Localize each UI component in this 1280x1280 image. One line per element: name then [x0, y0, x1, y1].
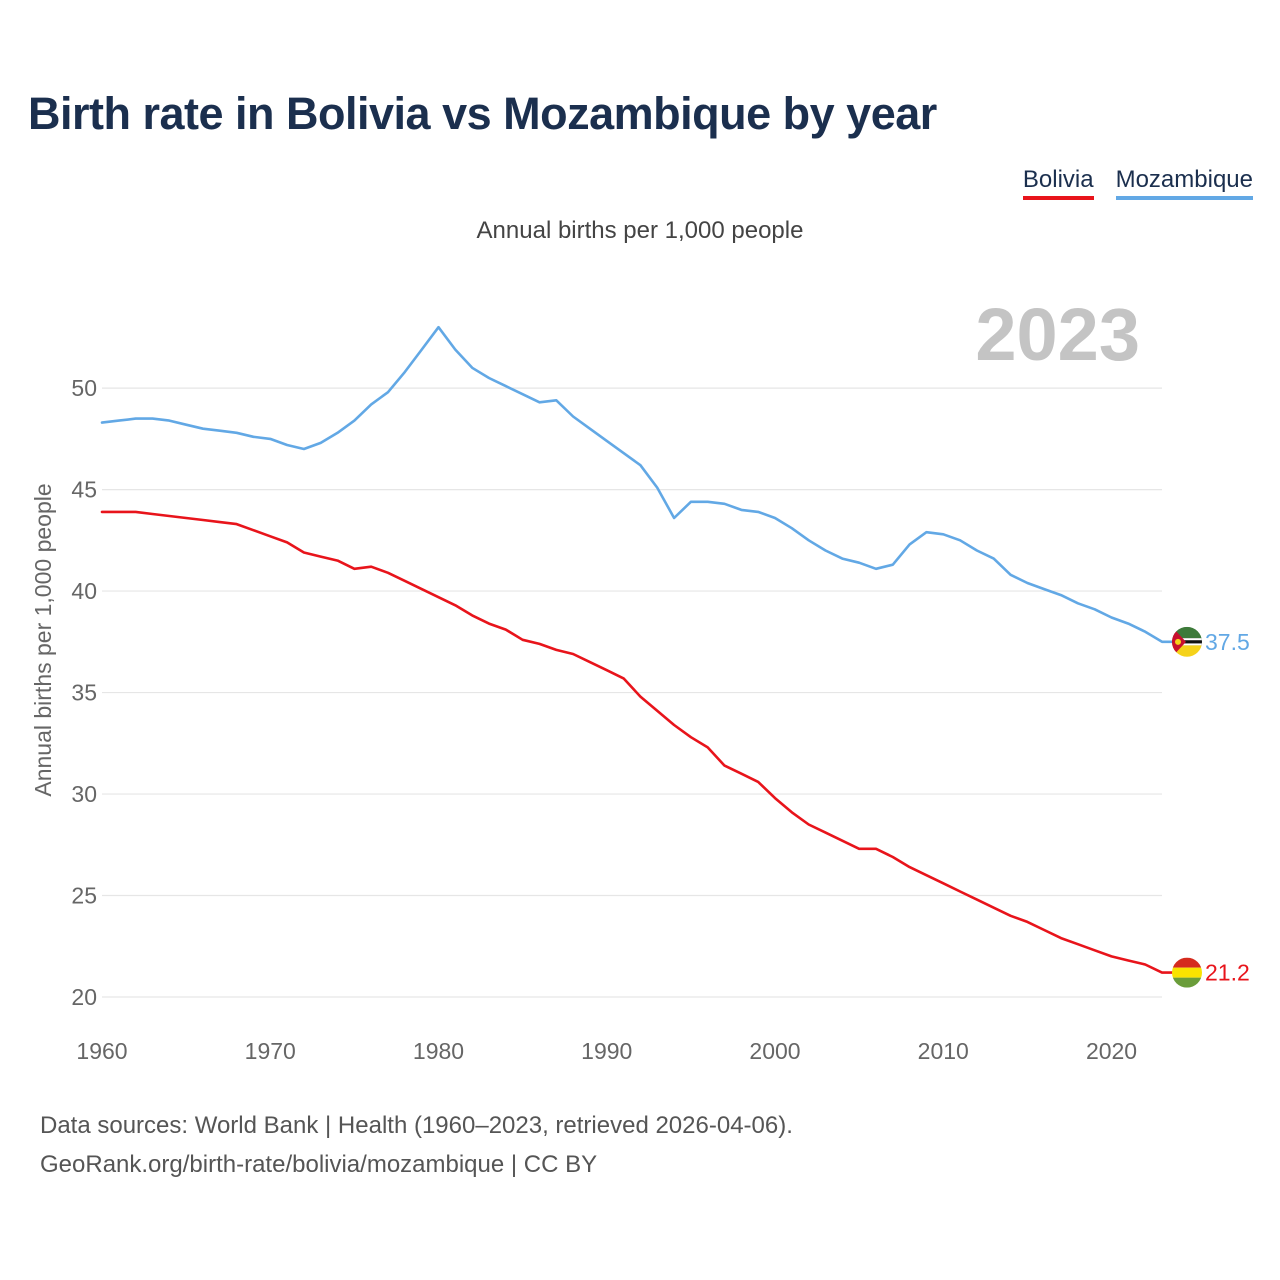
flag-stripe [1172, 977, 1202, 988]
flag-star [1175, 638, 1181, 645]
end-value-label-bolivia: 21.2 [1205, 960, 1250, 986]
flag-bolivia-body [1172, 957, 1202, 988]
y-tick-label: 30 [71, 781, 97, 807]
x-tick-label: 1960 [76, 1038, 127, 1064]
y-axis-label: Annual births per 1,000 people [30, 483, 56, 796]
x-tick-label: 1970 [245, 1038, 296, 1064]
flag-stripe [1172, 638, 1202, 641]
y-tick-label: 35 [71, 680, 97, 706]
flag-stripe [1172, 957, 1202, 968]
x-tick-label: 1980 [413, 1038, 464, 1064]
end-value-label-mozambique: 37.5 [1205, 629, 1250, 655]
legend: Bolivia Mozambique [1022, 166, 1253, 200]
flag-mozambique-icon [1172, 626, 1202, 657]
flag-mozambique-body [1172, 626, 1202, 657]
legend-item-bolivia[interactable]: Bolivia [1022, 166, 1094, 200]
series-line-bolivia [100, 510, 1178, 974]
legend-item-mozambique[interactable]: Mozambique [1115, 166, 1253, 200]
series-line-mozambique [100, 325, 1178, 644]
flag-bolivia-icon [1172, 957, 1202, 988]
page-title: Birth rate in Bolivia vs Mozambique by y… [28, 88, 937, 139]
flag-stripe [1172, 967, 1202, 978]
flag-stripe [1172, 645, 1202, 657]
flag-stripe [1172, 643, 1202, 646]
x-tick-label: 1990 [581, 1038, 632, 1064]
y-tick-label: 50 [71, 375, 97, 401]
x-tick-label: 2010 [918, 1038, 969, 1064]
source-note: Data sources: World Bank | Health (1960–… [40, 1112, 793, 1139]
flag-stripe [1172, 626, 1202, 639]
y-tick-label: 25 [71, 883, 97, 909]
y-tick-label: 40 [71, 578, 97, 604]
chart-subtitle: Annual births per 1,000 people [476, 217, 804, 244]
footer: Data sources: World Bank | Health (1960–… [40, 1106, 793, 1184]
attribution: GeoRank.org/birth-rate/bolivia/mozambiqu… [40, 1151, 598, 1178]
year-watermark: 2023 [975, 293, 1140, 376]
flag-stripe [1172, 638, 1202, 646]
y-tick-label: 20 [71, 984, 97, 1010]
y-tick-label: 45 [71, 477, 97, 503]
x-tick-label: 2020 [1086, 1038, 1137, 1064]
x-tick-label: 2000 [749, 1038, 800, 1064]
